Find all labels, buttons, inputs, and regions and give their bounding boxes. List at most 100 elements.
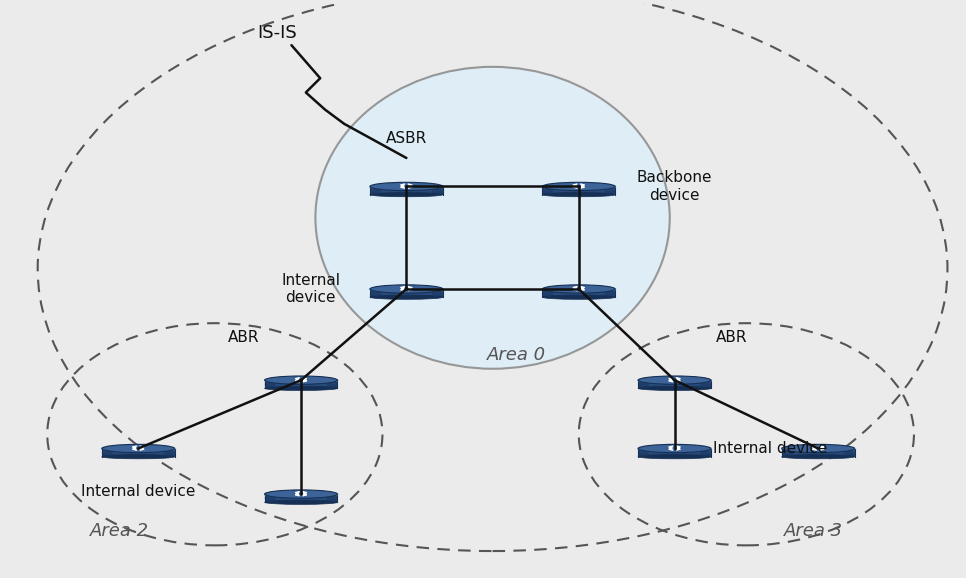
Bar	[639, 453, 711, 454]
Ellipse shape	[370, 182, 442, 191]
Ellipse shape	[639, 376, 711, 384]
Bar	[370, 291, 442, 292]
Bar	[542, 291, 615, 292]
Bar	[370, 186, 442, 187]
Bar	[101, 450, 175, 451]
Ellipse shape	[639, 380, 649, 388]
Bar	[370, 187, 442, 188]
Ellipse shape	[265, 500, 337, 505]
Ellipse shape	[101, 444, 175, 453]
Text: Area 3: Area 3	[783, 522, 843, 540]
Bar	[639, 449, 711, 450]
Bar	[101, 455, 175, 457]
Bar	[265, 494, 337, 495]
Bar	[781, 455, 855, 457]
Bar	[265, 380, 337, 381]
Ellipse shape	[700, 449, 711, 457]
Bar	[265, 499, 337, 501]
Text: Area 0: Area 0	[487, 346, 546, 364]
Bar	[370, 295, 442, 297]
Bar	[265, 497, 337, 498]
Bar	[639, 386, 711, 387]
Ellipse shape	[639, 444, 711, 453]
Ellipse shape	[316, 67, 669, 369]
Bar	[781, 451, 855, 452]
Bar	[639, 454, 711, 455]
Bar	[639, 381, 711, 383]
Ellipse shape	[781, 455, 855, 459]
Ellipse shape	[700, 380, 711, 388]
Bar	[542, 292, 615, 293]
Ellipse shape	[370, 285, 442, 293]
Ellipse shape	[639, 449, 649, 457]
Ellipse shape	[265, 490, 337, 498]
Bar	[265, 387, 337, 388]
Bar	[265, 381, 337, 382]
Ellipse shape	[781, 444, 855, 453]
Bar	[265, 501, 337, 502]
Text: ABR: ABR	[228, 330, 259, 345]
Bar	[101, 453, 175, 454]
Bar	[542, 289, 615, 290]
Bar	[370, 189, 442, 190]
Bar	[370, 289, 442, 290]
Bar	[781, 454, 855, 455]
Bar	[265, 383, 337, 384]
Text: Internal device: Internal device	[713, 441, 828, 456]
Bar	[639, 451, 711, 453]
Bar	[370, 192, 442, 193]
Bar	[639, 381, 711, 382]
Bar	[542, 189, 615, 190]
Bar	[781, 453, 855, 454]
Bar	[101, 455, 175, 456]
Bar	[265, 497, 337, 498]
Ellipse shape	[843, 449, 855, 457]
Bar	[265, 498, 337, 499]
Bar	[639, 453, 711, 454]
Text: ASBR: ASBR	[385, 131, 427, 146]
Bar	[542, 192, 615, 193]
Ellipse shape	[542, 182, 615, 191]
Bar	[781, 449, 855, 450]
Bar	[265, 495, 337, 497]
Ellipse shape	[542, 285, 615, 293]
Ellipse shape	[605, 289, 615, 298]
Bar	[370, 293, 442, 294]
Bar	[542, 293, 615, 294]
Bar	[370, 191, 442, 192]
Bar	[370, 193, 442, 194]
Bar	[370, 190, 442, 191]
Bar	[781, 450, 855, 451]
Ellipse shape	[101, 449, 113, 457]
Bar	[639, 450, 711, 451]
Bar	[542, 194, 615, 195]
Ellipse shape	[370, 295, 442, 299]
Ellipse shape	[265, 376, 337, 384]
Ellipse shape	[265, 380, 275, 388]
Bar	[265, 385, 337, 386]
Bar	[639, 455, 711, 457]
Bar	[542, 188, 615, 189]
Bar	[542, 187, 615, 188]
Bar	[639, 384, 711, 385]
Text: IS-IS: IS-IS	[257, 24, 297, 42]
Bar	[101, 453, 175, 454]
Bar	[639, 387, 711, 388]
Bar	[101, 451, 175, 452]
Text: Internal
device: Internal device	[281, 273, 340, 305]
Bar	[370, 190, 442, 191]
Bar	[265, 501, 337, 502]
Bar	[639, 385, 711, 386]
Ellipse shape	[781, 449, 793, 457]
Ellipse shape	[327, 380, 337, 388]
Bar	[370, 194, 442, 195]
Ellipse shape	[265, 386, 337, 391]
Ellipse shape	[542, 186, 554, 195]
Text: ABR: ABR	[716, 330, 748, 345]
Bar	[265, 495, 337, 496]
Ellipse shape	[432, 186, 442, 195]
Ellipse shape	[639, 455, 711, 459]
Bar	[101, 454, 175, 455]
Bar	[542, 186, 615, 187]
Ellipse shape	[370, 192, 442, 197]
